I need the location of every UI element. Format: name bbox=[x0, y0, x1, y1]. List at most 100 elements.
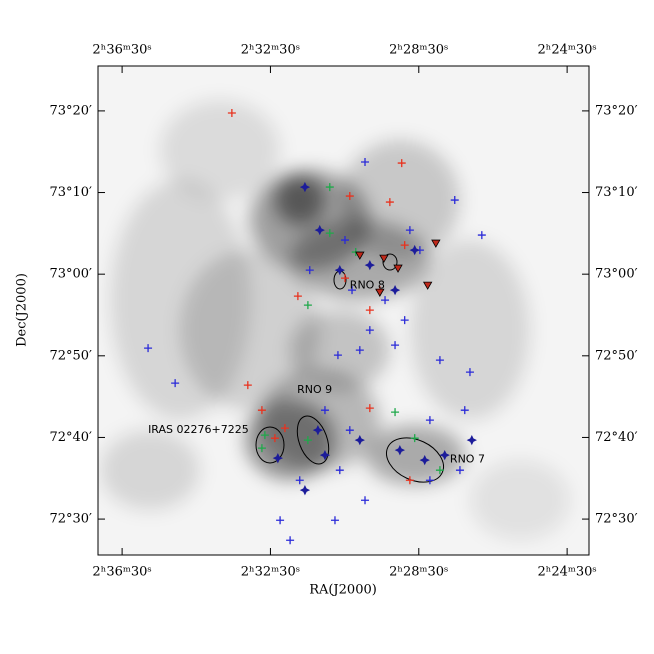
y-tick-label: 73°10′ bbox=[595, 185, 638, 200]
point bbox=[257, 406, 266, 415]
point bbox=[320, 406, 329, 415]
point bbox=[419, 454, 430, 466]
point bbox=[460, 406, 469, 415]
point bbox=[280, 424, 289, 433]
point bbox=[325, 229, 334, 238]
point bbox=[425, 476, 434, 485]
point bbox=[333, 351, 342, 360]
point bbox=[270, 434, 279, 443]
annotation: RNO 9 bbox=[297, 383, 332, 396]
point bbox=[335, 466, 344, 475]
point bbox=[286, 536, 295, 545]
y-tick-label: 73°20′ bbox=[595, 103, 638, 118]
y-tick-label: 72°40′ bbox=[49, 430, 92, 445]
point bbox=[303, 301, 312, 310]
point bbox=[305, 266, 314, 275]
x-tick-label: 2ʰ32ᵐ30ˢ bbox=[241, 43, 300, 58]
point bbox=[334, 264, 345, 276]
point bbox=[391, 341, 400, 350]
point bbox=[355, 251, 365, 260]
point bbox=[397, 159, 406, 168]
x-tick-label: 2ʰ36ᵐ30ˢ bbox=[92, 43, 151, 58]
y-tick-label: 73°00′ bbox=[49, 267, 92, 282]
annotation: RNO 8 bbox=[350, 279, 385, 292]
point bbox=[435, 466, 444, 475]
annotation: RNO 7 bbox=[450, 452, 485, 465]
point bbox=[381, 296, 390, 305]
point bbox=[425, 416, 434, 425]
point bbox=[365, 306, 374, 315]
point bbox=[439, 450, 450, 461]
point bbox=[314, 224, 325, 236]
point bbox=[400, 316, 409, 325]
point bbox=[410, 434, 419, 443]
point bbox=[272, 453, 284, 464]
point bbox=[348, 286, 357, 295]
point bbox=[391, 408, 400, 417]
point bbox=[365, 326, 374, 335]
point bbox=[405, 226, 414, 235]
y-tick-label: 72°50′ bbox=[49, 348, 92, 363]
y-tick-label: 73°10′ bbox=[49, 185, 92, 200]
nebula-image bbox=[98, 66, 589, 555]
point bbox=[361, 496, 370, 505]
point bbox=[465, 368, 474, 377]
point bbox=[355, 346, 364, 355]
point bbox=[364, 259, 375, 271]
y-tick-label: 73°00′ bbox=[595, 267, 638, 282]
point bbox=[330, 516, 339, 525]
point bbox=[299, 485, 311, 496]
x-tick-label: 2ʰ36ᵐ30ˢ bbox=[92, 565, 151, 580]
point bbox=[340, 274, 349, 283]
point bbox=[299, 181, 311, 193]
point bbox=[319, 450, 331, 461]
point bbox=[477, 231, 486, 240]
point bbox=[354, 434, 365, 446]
annotation: IRAS 02276+7225 bbox=[148, 423, 249, 436]
point bbox=[385, 198, 394, 207]
x-tick-label: 2ʰ24ᵐ30ˢ bbox=[537, 565, 596, 580]
region-outline bbox=[296, 415, 330, 465]
point bbox=[276, 516, 285, 525]
point bbox=[435, 356, 444, 365]
point bbox=[325, 183, 334, 192]
point bbox=[312, 425, 324, 436]
point bbox=[431, 239, 441, 248]
point bbox=[393, 264, 403, 273]
region-outline bbox=[382, 253, 398, 271]
y-axis-label: Dec(J2000) bbox=[15, 273, 30, 347]
point bbox=[257, 444, 266, 453]
point bbox=[243, 381, 252, 390]
x-tick-label: 2ʰ28ᵐ30ˢ bbox=[389, 43, 448, 58]
point bbox=[422, 281, 433, 290]
point bbox=[144, 344, 153, 353]
region-outline bbox=[255, 426, 285, 464]
point bbox=[340, 236, 349, 245]
point bbox=[389, 284, 401, 296]
y-tick-label: 72°30′ bbox=[49, 512, 92, 527]
point bbox=[379, 254, 389, 263]
point bbox=[361, 158, 370, 167]
x-axis-label: RA(J2000) bbox=[309, 583, 377, 598]
region-outline bbox=[386, 437, 444, 483]
point bbox=[303, 436, 312, 445]
point bbox=[405, 476, 414, 485]
point bbox=[295, 476, 304, 485]
point bbox=[450, 196, 459, 205]
point bbox=[260, 431, 269, 440]
point bbox=[293, 292, 302, 301]
y-tick-label: 72°30′ bbox=[595, 512, 638, 527]
point bbox=[227, 109, 236, 118]
point bbox=[375, 288, 385, 297]
y-tick-label: 73°20′ bbox=[49, 103, 92, 118]
x-tick-label: 2ʰ32ᵐ30ˢ bbox=[241, 565, 300, 580]
point bbox=[466, 434, 477, 446]
y-tick-label: 72°50′ bbox=[595, 348, 638, 363]
x-tick-label: 2ʰ24ᵐ30ˢ bbox=[537, 43, 596, 58]
point bbox=[409, 244, 420, 256]
y-tick-label: 72°40′ bbox=[595, 430, 638, 445]
point bbox=[171, 379, 180, 388]
x-tick-label: 2ʰ28ᵐ30ˢ bbox=[389, 565, 448, 580]
plot-frame bbox=[97, 65, 590, 556]
